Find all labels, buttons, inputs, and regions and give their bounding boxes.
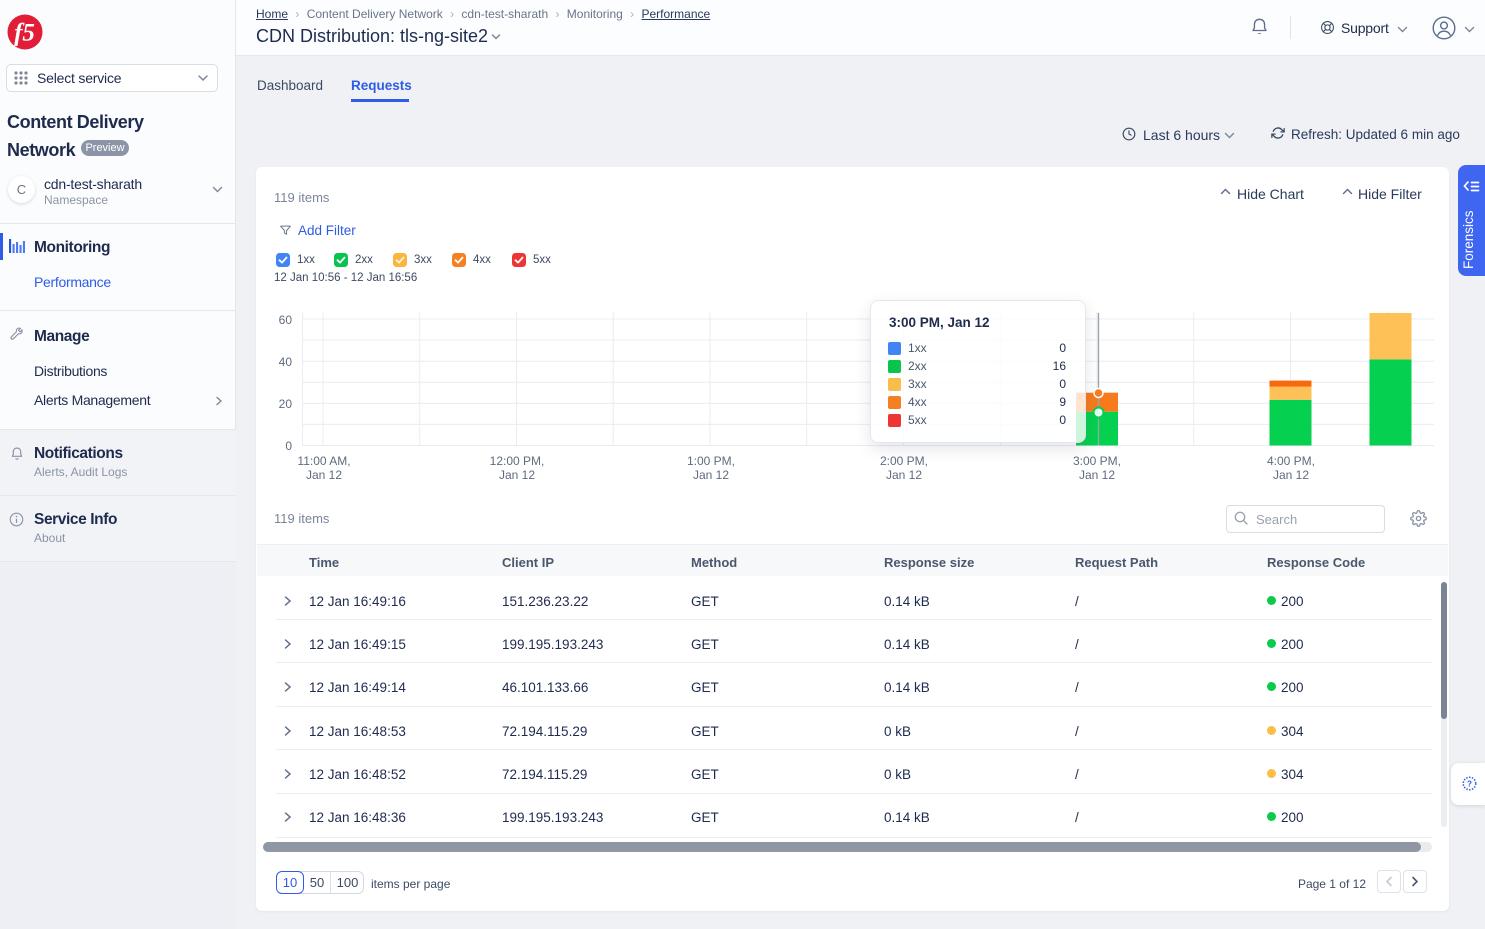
- svg-text:?: ?: [1467, 780, 1472, 789]
- svg-text:f5: f5: [14, 20, 35, 47]
